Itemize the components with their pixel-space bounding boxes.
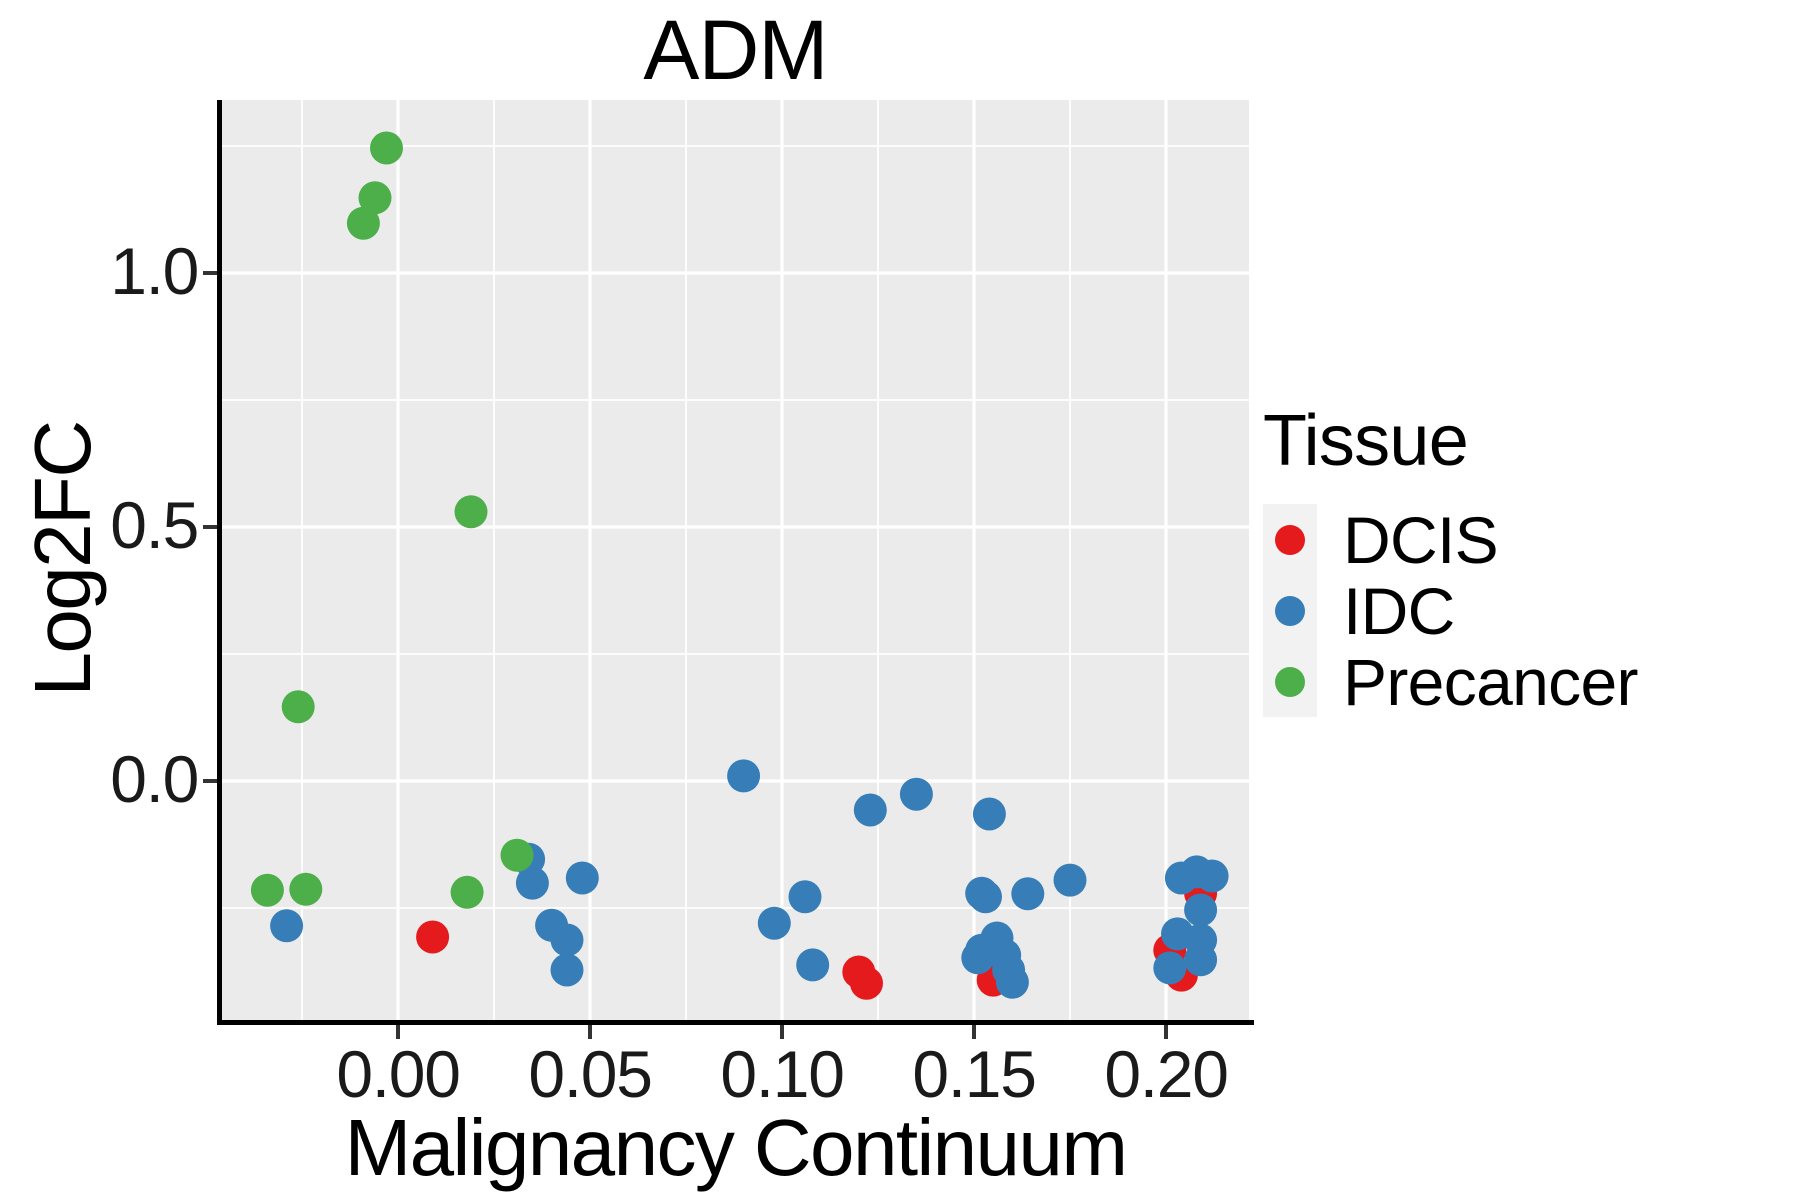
x-tick-label: 0.05: [528, 1037, 653, 1111]
data-point-dcis: [416, 920, 450, 954]
legend-item-dcis: DCIS: [1263, 502, 1638, 577]
y-tick-label: 1.0: [110, 234, 199, 308]
data-point-precancer: [289, 872, 323, 906]
data-point-idc: [565, 861, 599, 895]
y-tick-label: 0.5: [110, 488, 199, 562]
y-tick-label: 0.0: [110, 742, 199, 816]
x-tick-label: 0.20: [1104, 1037, 1229, 1111]
data-point-precancer: [454, 495, 488, 529]
x-axis-spine: [217, 1020, 1254, 1025]
data-point-idc: [995, 965, 1029, 999]
legend-item-idc: IDC: [1263, 573, 1638, 648]
data-point-precancer: [450, 875, 484, 909]
data-point-idc: [515, 866, 549, 900]
data-point-idc: [969, 880, 1002, 914]
data-point-precancer: [346, 206, 380, 240]
data-point-idc: [899, 777, 933, 811]
legend-item-label: IDC: [1343, 573, 1455, 648]
data-point-precancer: [370, 131, 403, 165]
data-point-idc: [1011, 877, 1045, 911]
x-tick-label: 0.00: [336, 1037, 461, 1111]
data-point-precancer: [250, 873, 284, 907]
data-point-idc: [961, 941, 995, 975]
data-point-idc: [550, 953, 584, 987]
data-point-idc: [972, 797, 1006, 831]
data-point-precancer: [281, 690, 315, 724]
data-point-idc: [1053, 863, 1087, 897]
data-point-idc: [1184, 943, 1218, 977]
data-point-idc: [1195, 859, 1229, 893]
legend-item-label: Precancer: [1343, 644, 1639, 719]
data-point-idc: [1184, 893, 1218, 927]
data-point-precancer: [500, 838, 534, 872]
data-point-idc: [550, 923, 584, 957]
data-point-idc: [788, 880, 822, 914]
legend-item-label: DCIS: [1343, 502, 1499, 577]
plot-title: ADM: [643, 3, 828, 97]
legend-key-box: [1263, 504, 1317, 575]
legend-item-precancer: Precancer: [1263, 644, 1639, 719]
y-axis-spine: [217, 100, 222, 1025]
legend: Tissue DCIS IDC Precancer: [1263, 400, 1639, 719]
data-point-idc: [1153, 951, 1187, 985]
plot-panel: [222, 100, 1249, 1020]
data-point-idc: [727, 759, 761, 793]
legend-title: Tissue: [1263, 401, 1469, 481]
dcis-dot-icon: [1275, 524, 1305, 555]
data-point-idc: [796, 948, 830, 982]
legend-key-box: [1263, 646, 1317, 717]
idc-dot-icon: [1275, 595, 1305, 626]
x-tick-label: 0.10: [720, 1037, 845, 1111]
data-point-precancer: [358, 181, 392, 215]
data-point-dcis: [850, 966, 883, 1000]
x-tick-label: 0.15: [912, 1037, 1037, 1111]
precancer-dot-icon: [1275, 666, 1305, 697]
data-point-idc: [853, 793, 887, 827]
legend-items: DCIS IDC Precancer: [1263, 502, 1639, 719]
x-axis-label: Malignancy Continuum: [344, 1103, 1128, 1192]
data-point-idc: [270, 909, 304, 943]
legend-key-box: [1263, 575, 1317, 646]
data-point-idc: [757, 906, 791, 940]
